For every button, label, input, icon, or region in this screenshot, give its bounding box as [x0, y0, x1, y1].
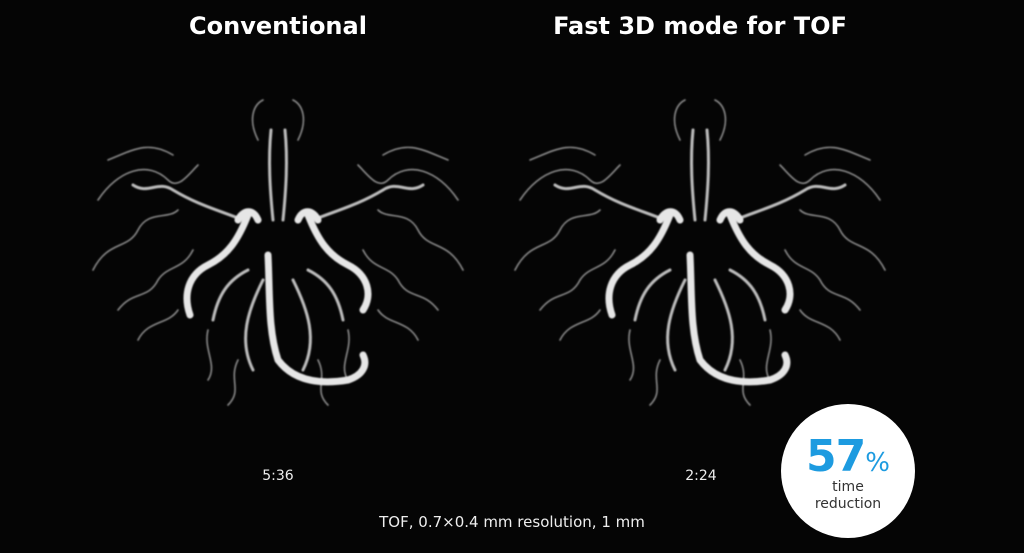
caption: TOF, 0.7×0.4 mm resolution, 1 mm	[379, 513, 645, 531]
scan-time-fast-3d: 2:24	[685, 468, 717, 484]
time-reduction-badge: 57% time reduction	[781, 404, 915, 538]
badge-line-2: reduction	[814, 496, 882, 512]
panel-title-conventional: Conventional	[189, 12, 367, 40]
angiography-image-fast-3d	[514, 99, 886, 406]
badge-value: 57%	[806, 435, 890, 479]
badge-line-1: time	[832, 479, 864, 495]
angiography-image-conventional	[92, 99, 464, 406]
scan-time-conventional: 5:36	[262, 468, 294, 484]
badge-number: 57	[806, 431, 866, 482]
badge-unit: %	[865, 448, 890, 478]
panel-title-fast-3d: Fast 3D mode for TOF	[553, 12, 847, 40]
